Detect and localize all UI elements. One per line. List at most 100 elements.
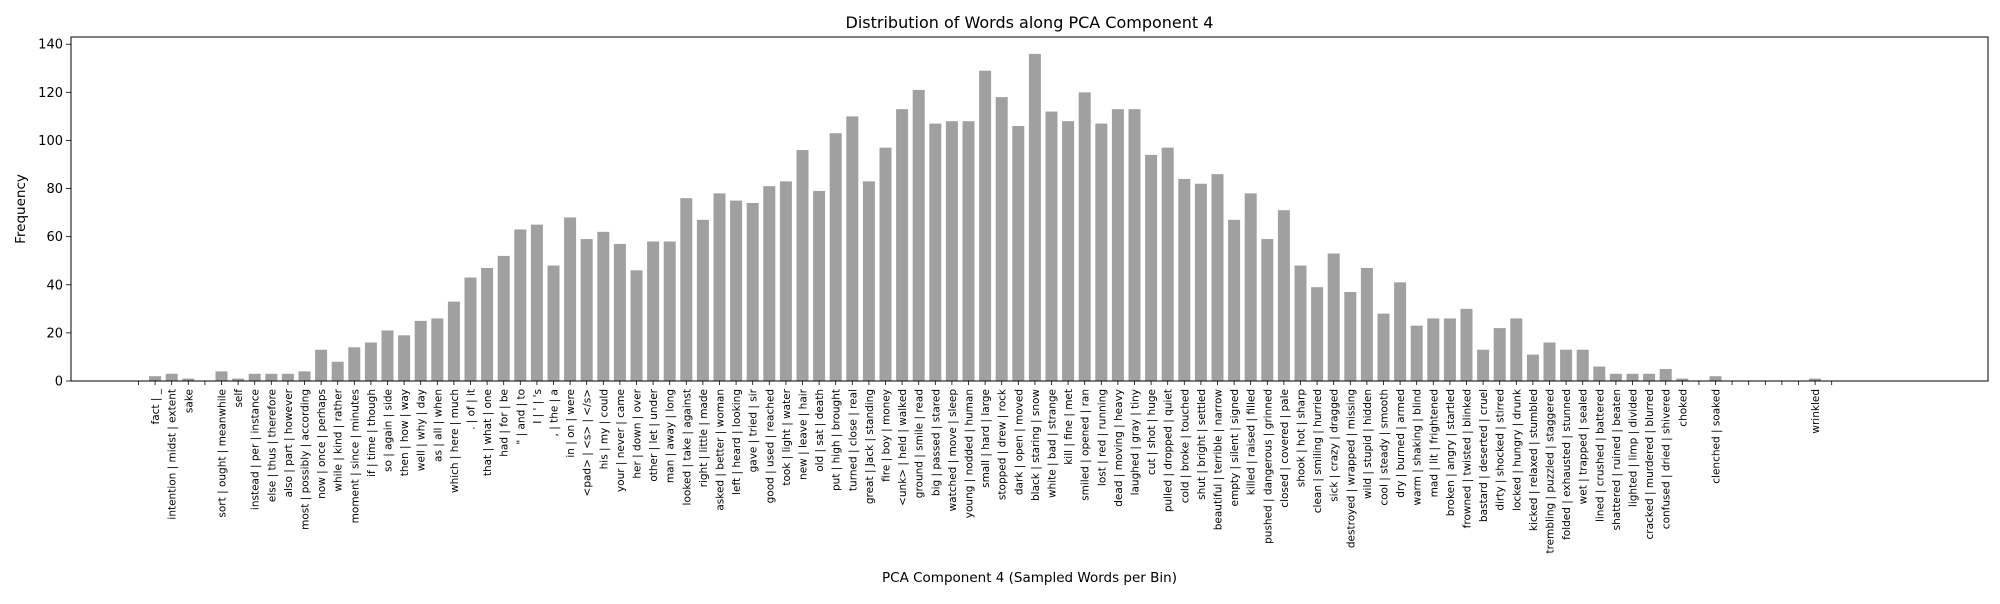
x-tick-label: dirty | shocked | stirred: [1495, 389, 1507, 511]
x-tick-label: ground | smile | read: [914, 389, 926, 498]
bar: [613, 243, 626, 381]
x-tick-label: watched | move | sleep: [947, 389, 959, 512]
x-tick-label: her | down | over: [632, 388, 644, 478]
x-tick-label: I | ' | 's: [532, 389, 544, 424]
y-axis-ticks: 0 20 40 60 80 100 120 140: [38, 38, 71, 390]
bar: [431, 318, 444, 381]
x-tick-label: which | here | much: [449, 389, 461, 493]
bar: [1261, 239, 1274, 381]
x-tick-label: dry | burned | armed: [1395, 389, 1407, 498]
bar: [763, 186, 776, 381]
y-tick-label: 0: [55, 375, 63, 390]
x-tick-label: so | again | side: [383, 389, 395, 472]
x-tick-label: other | let | under: [648, 388, 660, 481]
x-tick-label: instead | per | instance: [250, 389, 262, 510]
x-axis-label: PCA Component 4 (Sampled Words per Bin): [882, 570, 1177, 586]
bar: [1111, 109, 1124, 382]
bar: [630, 270, 643, 381]
bar: [779, 181, 792, 381]
bar: [232, 378, 245, 381]
x-tick-label: shook | hot | sharp: [1296, 389, 1308, 488]
x-tick-label: lined | crushed | battered: [1594, 389, 1606, 522]
bar: [995, 97, 1008, 381]
bar: [1344, 291, 1357, 381]
x-tick-label: lighted | limp | divided: [1628, 389, 1640, 507]
bar: [1460, 308, 1473, 381]
x-tick-label: trembling | puzzled | staggered: [1545, 389, 1557, 554]
bar: [730, 200, 743, 381]
bar: [1543, 342, 1556, 381]
x-tick-label: frowned | twisted | blinked: [1462, 389, 1474, 528]
x-tick-label: stopped | drew | rock: [997, 388, 1009, 500]
x-tick-label: gave | tried | sir: [748, 388, 760, 472]
x-tick-label: fire | boy | money: [881, 389, 893, 482]
bar: [1709, 376, 1722, 381]
x-tick-label: small | hard | large: [980, 389, 992, 488]
x-tick-label: " | and | to: [515, 389, 527, 445]
bar: [1477, 349, 1490, 381]
x-tick-label: your | never | came: [615, 389, 627, 492]
x-tick-label: put | high | brought: [831, 389, 843, 491]
x-tick-label: shut | bright | settled: [1196, 389, 1208, 500]
bar: [1311, 287, 1324, 381]
x-tick-label: clenched | soaked: [1711, 389, 1723, 484]
x-tick-label: choked: [1677, 389, 1689, 427]
bar: [1560, 349, 1573, 381]
x-tick-label: <pad> | <s> | </s>: [582, 389, 594, 496]
bar: [1626, 373, 1639, 381]
x-tick-label: moment | since | minutes: [349, 389, 361, 523]
x-tick-label: folded | exhausted | stunned: [1561, 389, 1573, 540]
bar: [1410, 325, 1423, 381]
x-tick-label: laughed | gray | tiny: [1130, 389, 1142, 495]
bar: [1377, 313, 1390, 381]
x-tick-label: in | on | were: [565, 389, 577, 458]
x-tick-label: wild | stupid | hidden: [1362, 389, 1374, 499]
x-tick-label: killed | raised | filled: [1246, 389, 1258, 495]
bar: [1510, 318, 1523, 381]
x-tick-label: sick | crazy | dragged: [1329, 389, 1341, 502]
x-tick-label: as | all | when: [432, 389, 444, 462]
bar: [1095, 123, 1108, 381]
bar: [696, 219, 709, 381]
x-tick-label: wrinkled: [1810, 389, 1822, 434]
x-tick-label: now | once | perhaps: [316, 389, 328, 499]
x-tick-label: closed | covered | pale: [1279, 389, 1291, 508]
bar: [281, 373, 294, 381]
bar: [580, 239, 593, 381]
x-tick-label: destroyed | wrapped | missing: [1345, 389, 1357, 548]
x-tick-label: left | heard | looking: [731, 389, 743, 495]
bar: [265, 373, 278, 381]
bar: [862, 181, 875, 381]
bar: [796, 150, 809, 381]
bar: [381, 330, 394, 381]
x-tick-label: great | Jack | standing: [864, 389, 876, 504]
bar: [597, 231, 610, 381]
bar: [680, 198, 693, 381]
y-tick-label: 120: [38, 86, 63, 101]
x-tick-label: then | how | way: [399, 389, 411, 476]
x-tick-label: took | light | water: [781, 388, 793, 485]
bar: [713, 193, 726, 381]
x-tick-label: , | the | a: [549, 389, 561, 436]
bar: [464, 277, 477, 381]
bar: [1643, 373, 1656, 381]
x-tick-label: pushed | dangerous | grinned: [1262, 389, 1274, 544]
bar: [1609, 373, 1622, 381]
x-tick-label: that | what | one: [482, 389, 494, 476]
bar: [447, 301, 460, 381]
bar: [1809, 378, 1822, 381]
bar: [1062, 121, 1075, 381]
bar: [1294, 265, 1307, 381]
x-tick-label: fact | _: [150, 388, 162, 424]
bar: [514, 229, 527, 381]
bar: [1526, 354, 1539, 381]
x-tick-label: his | my | could: [598, 389, 610, 469]
bar: [879, 147, 892, 381]
bar: [149, 376, 162, 381]
bar: [896, 109, 909, 382]
bar: [1394, 282, 1407, 381]
bar: [1178, 178, 1191, 381]
x-tick-label: black | staring | snow: [1030, 389, 1042, 501]
x-tick-label: confused | dried | shivered: [1661, 389, 1673, 529]
bar: [1228, 219, 1241, 381]
